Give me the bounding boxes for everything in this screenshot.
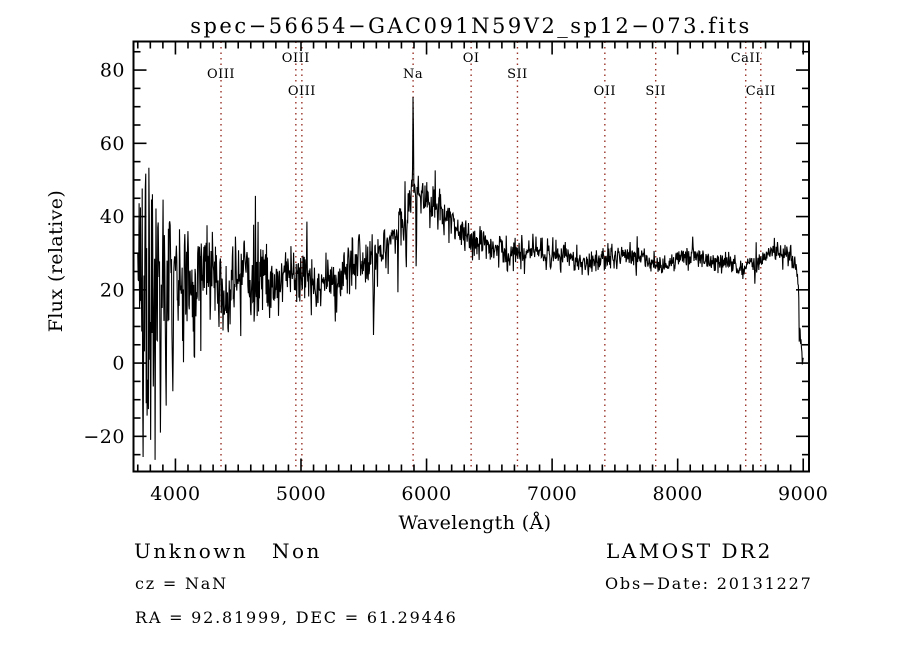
spectral-line-label: OIII [282,51,310,66]
x-tick-label: 4000 [150,483,200,505]
subclass-text: Non [272,539,322,563]
spectral-line-label: OI [463,51,480,66]
y-axis-label: Flux (relative) [45,190,67,333]
classification-text: Unknown [134,539,248,563]
spectral-line-label: CaII [746,84,776,99]
spectral-line-label: OII [594,84,616,99]
x-axis-label: Wavelength (Å) [399,512,552,534]
axis-tick-labels: 4000 5000 6000 7000 8000 9000 −20 0 20 40 60 80 [83,60,828,505]
survey-text: LAMOST DR2 [606,539,773,563]
y-tick-label: −20 [83,426,125,448]
coords-text: RA = 92.81999, DEC = 61.29446 [135,608,458,627]
plot-title: spec−56654−GAC091N59V2_sp12−073.fits [190,14,752,38]
plot-frame [132,40,810,473]
spectral-line-label: OIII [207,67,235,82]
axis-ticks [133,41,809,472]
y-tick-label: 60 [100,133,125,155]
y-tick-label: 80 [100,60,125,82]
y-tick-label: 0 [112,353,125,375]
spectral-line-label: OIII [288,84,316,99]
spectral-line-label: Na [403,67,423,82]
spectrum-path [137,96,804,460]
x-tick-label: 7000 [527,483,577,505]
spectrum-trace [137,96,804,460]
spectral-line-label: CaII [731,51,761,66]
x-tick-label: 5000 [276,483,326,505]
obs-date-text: Obs−Date: 20131227 [605,574,813,593]
spectral-line-labels: OIII OIII OIII Na OI SII OII SII CaII CaII [205,50,776,101]
cz-text: cz = NaN [135,574,228,593]
x-tick-label: 9000 [778,483,828,505]
y-tick-label: 40 [100,206,125,228]
spectral-line-label: SII [507,67,528,82]
y-tick-label: 20 [100,279,125,301]
x-tick-label: 8000 [652,483,702,505]
x-tick-label: 6000 [401,483,451,505]
spectral-line-label: SII [645,84,666,99]
